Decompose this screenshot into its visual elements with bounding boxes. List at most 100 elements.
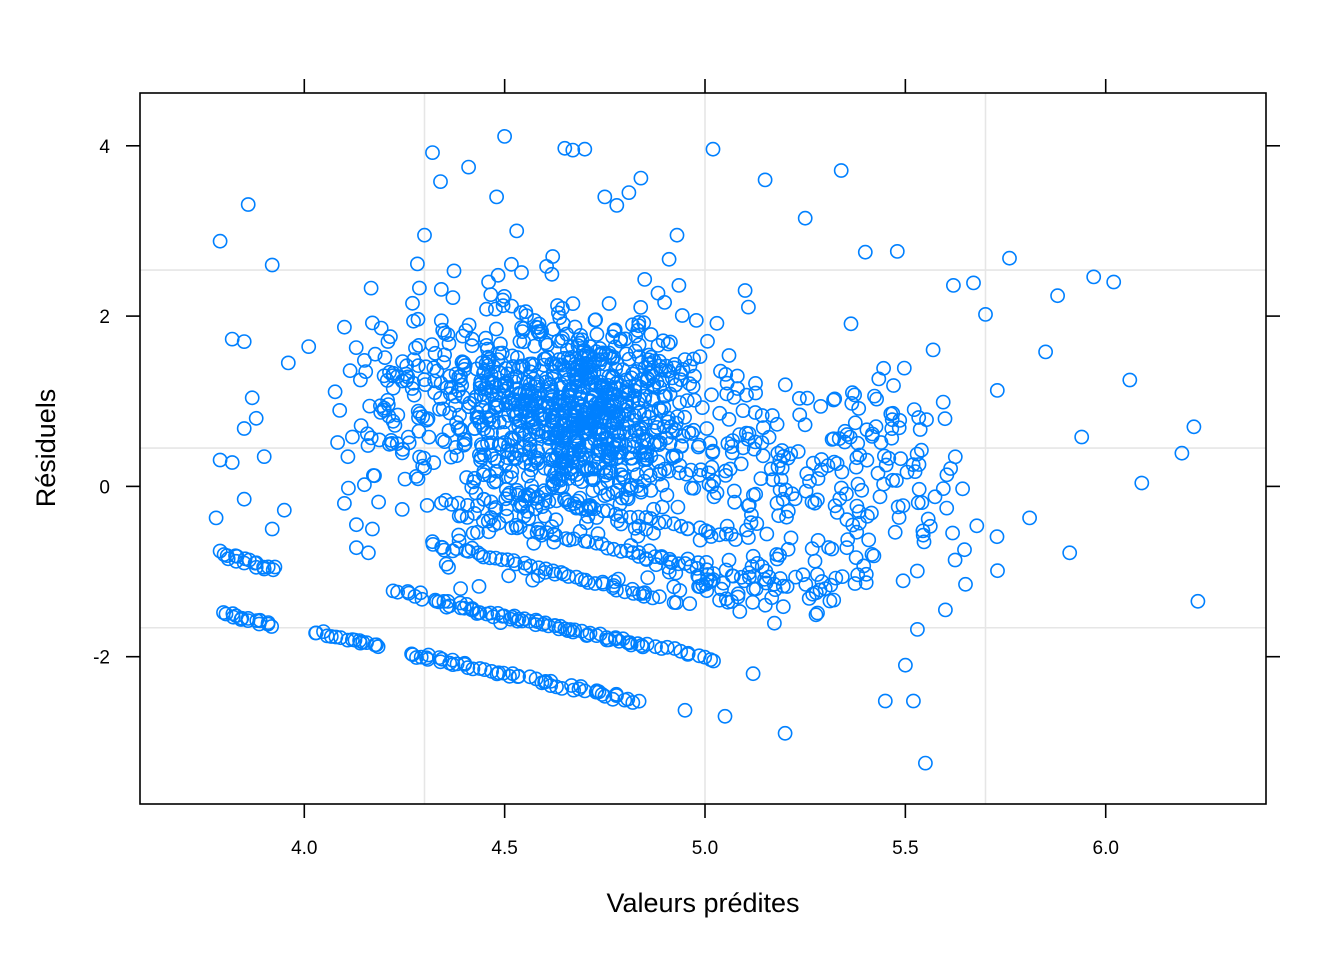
scatter-point [748,385,763,401]
scatter-point [685,379,701,394]
scatter-point [589,326,605,342]
scatter-point [491,345,507,361]
scatter-point [670,499,686,515]
scatter-point [390,584,405,600]
scatter-point [682,596,698,611]
scatter-point [872,489,888,505]
y-tick-label: 0 [99,477,110,498]
scatter-point [741,498,756,514]
scatter-point [719,375,735,391]
scatter-point [409,650,424,665]
scatter-point [301,339,317,354]
scatter-point [216,605,231,620]
scatter-point [735,403,751,418]
scatter-point [822,593,838,609]
scatter-point [603,452,619,468]
scatter-point [473,452,488,468]
scatter-point [553,618,568,634]
scatter-point [795,567,811,583]
scatter-point [646,353,662,369]
scatter-point [547,618,563,633]
scatter-point [630,322,646,338]
scatter-point [709,315,725,331]
scatter-point [767,615,782,631]
scatter-point [775,578,791,594]
scatter-point [450,420,466,436]
scatter-point [435,322,451,338]
scatter-point [1086,269,1102,285]
scatter-point [577,459,593,474]
scatter-point [457,361,472,377]
scatter-point [827,498,843,514]
scatter-point [1134,475,1150,491]
x-tick-label: 5.0 [692,838,718,859]
scatter-point [487,301,503,317]
scatter-point [596,576,611,592]
scatter-point [538,335,553,351]
scatter-point [660,336,676,352]
scatter-point [640,570,656,585]
scatter-point [600,503,616,518]
scatter-point [510,487,526,503]
scatter-point [601,296,617,311]
scatter-point [745,594,761,610]
y-tick-label: 2 [99,307,110,328]
scatter-point [267,559,283,575]
scatter-point [537,508,553,524]
scatter-point [530,385,546,401]
scatter-point [340,449,356,465]
scatter-point [590,401,606,417]
scatter-point [557,140,573,156]
scatter-point [635,432,651,448]
scatter-point [920,511,936,527]
scatter-point [699,583,715,599]
scatter-point [1186,419,1202,435]
scatter-point [551,621,567,637]
scatter-point [617,438,633,454]
scatter-point [507,369,523,385]
scatter-point [605,485,621,500]
scatter-point [627,388,642,404]
scatter-point [539,258,554,274]
scatter-point [911,481,927,497]
scatter-point [544,266,560,282]
x-tick-label: 5.5 [892,838,918,859]
scatter-point [456,600,472,616]
scatter-point [545,563,561,579]
scatter-point [719,386,735,402]
scatter-point [264,619,279,634]
scatter-point [512,498,527,514]
scatter-point [546,356,562,371]
scatter-point [627,520,643,536]
scatter-point [783,530,799,546]
scatter-point [502,611,518,627]
scatter-point [946,277,961,293]
y-tick-label: -2 [93,648,110,669]
scatter-point [496,375,512,391]
scatter-point [336,319,352,335]
scatter-point [590,526,606,542]
scatter-point [659,487,675,503]
scatter-point [775,599,791,615]
scatter-point [566,682,581,698]
scatter-point [705,141,721,157]
scatter-point [745,666,761,682]
scatter-point [724,439,740,454]
scatter-point [654,549,669,564]
scatter-point [503,256,519,272]
scatter-point [741,497,757,513]
scatter-point [497,128,512,144]
scatter-point [772,453,788,468]
scatter-point [625,317,640,333]
scatter-point [761,569,777,585]
scatter-point [725,433,740,448]
scatter-point [548,527,563,543]
scatter-point [459,510,475,525]
scatter-point [639,465,654,480]
scatter-point [613,462,629,478]
scatter-point [478,356,494,371]
scatter-point [629,364,644,379]
scatter-point [572,415,587,431]
scatter-point [802,473,817,489]
scatter-point [342,363,358,379]
